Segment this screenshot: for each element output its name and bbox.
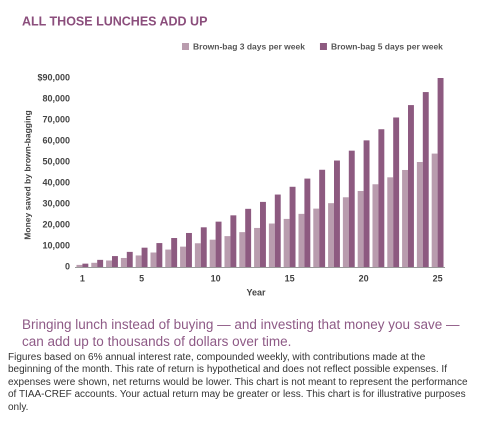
x-tick-label: 15 [285, 273, 295, 283]
bar [245, 208, 252, 267]
bar [126, 251, 133, 267]
bar [106, 260, 112, 267]
bar [348, 150, 355, 267]
bar [357, 190, 364, 267]
y-tick-label: 30,000 [42, 198, 70, 208]
bar [387, 177, 394, 267]
footnote: Figures based on 6% annual interest rate… [8, 352, 468, 413]
bar [135, 255, 142, 267]
y-tick-label: 60,000 [42, 135, 70, 145]
bar [422, 92, 429, 267]
legend-label: Brown-bag 5 days per week [331, 41, 443, 51]
bar [304, 178, 311, 267]
bar [328, 203, 334, 267]
bar [254, 227, 260, 267]
bar [112, 256, 118, 267]
x-axis-label: Year [246, 287, 266, 297]
bar [156, 243, 163, 267]
bar [76, 264, 83, 267]
bar [283, 218, 290, 267]
y-tick-label: 0 [65, 261, 70, 271]
bar [408, 105, 414, 267]
bar [274, 194, 281, 267]
bar [150, 252, 157, 267]
bar [393, 117, 400, 267]
x-tick-label: 1 [80, 273, 85, 283]
bar [313, 208, 320, 267]
bar [402, 169, 408, 267]
chart-title: ALL THOSE LUNCHES ADD UP [22, 14, 207, 28]
y-tick-label: 10,000 [42, 240, 70, 250]
y-tick-label: 50,000 [42, 156, 70, 166]
x-tick-label: 25 [433, 273, 443, 283]
y-tick-label: 40,000 [42, 177, 70, 187]
y-tick-label: 20,000 [42, 219, 70, 229]
bar [194, 243, 201, 267]
legend-swatch [182, 43, 189, 50]
y-tick-label: 80,000 [42, 93, 70, 103]
bar [91, 262, 98, 267]
legend-swatch [319, 43, 327, 50]
y-tick-label: 70,000 [42, 114, 70, 124]
bar [378, 129, 385, 267]
bar [224, 236, 231, 267]
bar [431, 153, 438, 267]
bar [215, 221, 222, 267]
bar [180, 246, 186, 267]
bar [268, 223, 275, 267]
bar [289, 186, 296, 267]
bar [260, 201, 266, 267]
bar [342, 197, 349, 267]
x-tick-label: 5 [139, 273, 144, 283]
bar [363, 140, 370, 267]
bar [200, 227, 207, 267]
bar [165, 249, 172, 267]
bar [319, 169, 326, 267]
bar [298, 213, 305, 267]
y-tick-label: $90,000 [37, 72, 70, 82]
bar [141, 247, 148, 267]
bar [120, 257, 127, 267]
bar [82, 263, 89, 267]
legend-label: Brown-bag 3 days per week [193, 41, 305, 51]
bar [230, 215, 237, 267]
bar [97, 259, 104, 267]
bar [186, 232, 192, 267]
x-tick-label: 10 [211, 273, 221, 283]
bar [239, 232, 246, 267]
x-tick-label: 20 [359, 273, 369, 283]
chart: ALL THOSE LUNCHES ADD UP Money saved by … [22, 14, 445, 297]
bar [171, 238, 178, 267]
y-axis-label: Money saved by brown-bagging [22, 110, 32, 239]
bar [334, 160, 340, 267]
bar [209, 239, 216, 267]
caption: Bringing lunch instead of buying — and i… [22, 317, 460, 349]
bar [437, 78, 444, 267]
bar [416, 162, 423, 267]
bar [372, 184, 379, 267]
